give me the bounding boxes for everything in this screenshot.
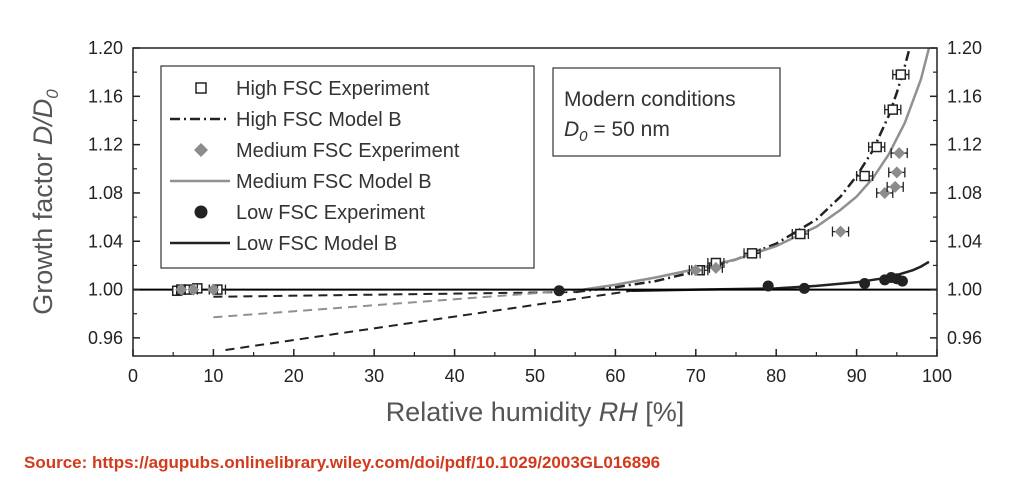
legend-marker-open-square	[195, 82, 207, 94]
x-tick-label-3: 30	[364, 366, 384, 386]
annotation-subscript: 0	[579, 128, 588, 145]
point-medium-fsc-9	[893, 147, 906, 160]
x-axis-title: Relative humidity RH [%]	[386, 397, 685, 427]
annotation-line-2: D0 = 50 nm	[564, 118, 670, 145]
point-low-fsc-7	[896, 275, 908, 287]
y-axis-title-symbol: D/D	[28, 99, 58, 146]
x-tick-label-6: 60	[605, 366, 625, 386]
x-axis-title-symbol: RH	[599, 397, 638, 427]
y-axis-title-prefix: Growth factor	[28, 145, 58, 315]
point-high-fsc-7	[746, 248, 758, 259]
legend-label-0: High FSC Experiment	[236, 78, 430, 100]
point-low-fsc-1	[762, 280, 774, 292]
y-tick-label-left-1: 1.00	[88, 280, 123, 300]
point-medium-fsc-1	[187, 283, 200, 296]
x-tick-label-5: 50	[525, 366, 545, 386]
point-medium-fsc-6	[878, 186, 891, 199]
x-axis-title-unit: [%]	[638, 397, 685, 427]
y-tick-label-right-3: 1.08	[947, 183, 982, 203]
source-citation: Source: https://agupubs.onlinelibrary.wi…	[24, 453, 661, 472]
legend-label-5: Low FSC Model B	[236, 233, 397, 255]
legend-label-4: Low FSC Experiment	[236, 202, 425, 224]
legend-marker-circle	[194, 205, 208, 219]
point-high-fsc-12	[895, 69, 907, 80]
point-medium-fsc-4	[709, 261, 722, 274]
y-tick-label-right-1: 1.00	[947, 280, 982, 300]
y-tick-label-right-6: 1.20	[947, 38, 982, 58]
point-medium-fsc-3	[689, 264, 702, 277]
model-curve-2	[583, 48, 931, 291]
y-tick-label-left-2: 1.04	[88, 231, 123, 251]
x-tick-label-9: 90	[847, 366, 867, 386]
y-tick-label-right-2: 1.04	[947, 231, 982, 251]
y-tick-label-right-0: 0.96	[947, 328, 982, 348]
legend-label-2: Medium FSC Experiment	[236, 140, 460, 162]
y-tick-label-left-4: 1.12	[88, 135, 123, 155]
plot-axes: 0 10 20 30 40 50 60 70 80 90 100 0.96 0.96 1.00 1.00 1.…	[28, 38, 982, 427]
x-tick-label-1: 10	[203, 366, 223, 386]
point-low-fsc-2	[798, 282, 810, 294]
x-tick-label-4: 40	[445, 366, 465, 386]
model-curve-3	[213, 288, 584, 319]
y-axis-title-subscript: 0	[43, 89, 62, 99]
point-medium-fsc-5	[834, 225, 847, 238]
x-tick-label-10: 100	[922, 366, 952, 386]
x-tick-label-8: 80	[766, 366, 786, 386]
legend-box	[160, 65, 535, 269]
legend: High FSC Experiment High FSC Model B Mediu…	[160, 65, 535, 269]
point-medium-fsc-2	[207, 283, 220, 296]
annotation-value: = 50 nm	[588, 118, 670, 141]
legend-label-3: Medium FSC Model B	[236, 171, 432, 193]
point-high-fsc-8	[795, 228, 806, 240]
point-low-fsc-3	[859, 278, 871, 290]
point-low-fsc-0	[553, 285, 565, 297]
x-tick-label-0: 0	[128, 366, 138, 386]
y-tick-label-right-4: 1.12	[947, 135, 982, 155]
data-points	[171, 69, 910, 297]
x-tick-label-2: 20	[284, 366, 304, 386]
y-tick-label-right-5: 1.16	[947, 86, 982, 106]
point-medium-fsc-8	[890, 166, 903, 179]
annotation-symbol: D	[564, 118, 579, 141]
point-medium-fsc-0	[175, 283, 188, 296]
model-curve-5	[225, 289, 632, 351]
conditions-annotation: Modern conditions D0 = 50 nm	[552, 67, 781, 157]
y-tick-label-left-5: 1.16	[88, 86, 123, 106]
x-tick-label-7: 70	[686, 366, 706, 386]
annotation-box	[552, 67, 781, 157]
model-curve-1	[213, 291, 576, 298]
legend-marker-diamond	[194, 143, 208, 157]
y-tick-label-left-0: 0.96	[88, 328, 123, 348]
y-tick-label-left-6: 1.20	[88, 38, 123, 58]
y-tick-label-left-3: 1.08	[88, 183, 123, 203]
point-medium-fsc-7	[889, 180, 902, 193]
annotation-line-1: Modern conditions	[564, 88, 736, 111]
y-axis-title: Growth factor D/D0	[28, 89, 62, 315]
legend-label-1: High FSC Model B	[236, 109, 402, 131]
growth-factor-chart: 0 10 20 30 40 50 60 70 80 90 100 0.96 0.96 1.00 1.00 1.…	[28, 38, 982, 427]
x-axis-title-prefix: Relative humidity	[386, 397, 599, 427]
point-high-fsc-10	[871, 141, 882, 153]
point-high-fsc-9	[859, 170, 870, 182]
point-high-fsc-11	[887, 104, 899, 115]
